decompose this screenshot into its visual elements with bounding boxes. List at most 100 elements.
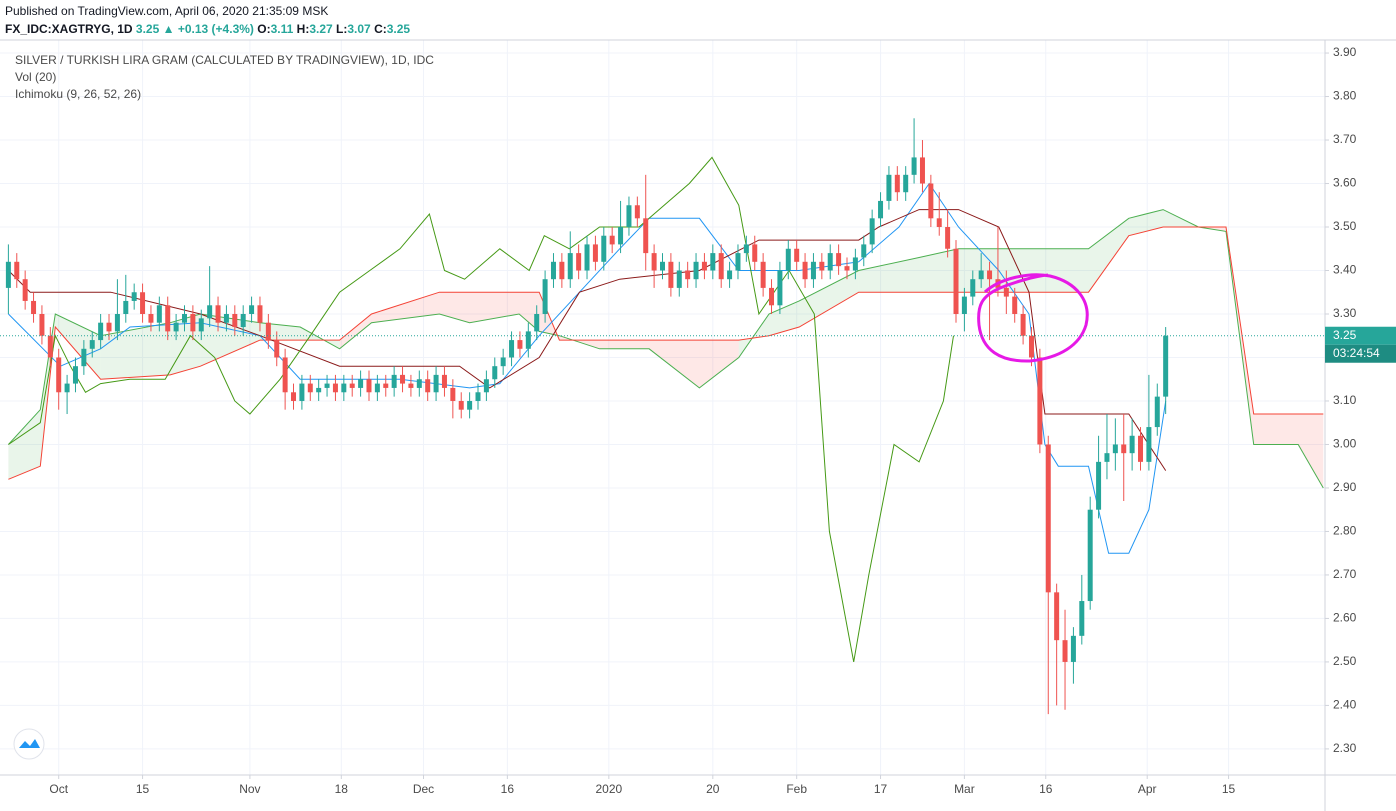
candle-body (928, 183, 934, 219)
candle-body (207, 305, 213, 319)
candle-body (936, 218, 942, 228)
candle-body (1112, 444, 1118, 454)
candle-body (31, 300, 37, 314)
candle-body (1146, 427, 1152, 462)
annotation-circle (977, 273, 1089, 363)
candle-body (601, 235, 607, 262)
y-tick-label: 2.50 (1333, 654, 1357, 668)
candle-body (643, 218, 649, 254)
candle-body (64, 383, 70, 393)
y-tick-label: 2.80 (1333, 524, 1357, 538)
legend-vol: Vol (20) (15, 70, 56, 84)
candle-body (173, 322, 179, 332)
candle-body (878, 200, 884, 219)
candle-body (39, 313, 45, 336)
cloud-segment (799, 270, 859, 328)
change: +0.13 (+4.3%) (178, 22, 254, 36)
candle-body (819, 261, 825, 271)
candle-body (517, 340, 523, 349)
h-label: H: (297, 22, 310, 36)
cloud-segment (599, 340, 650, 349)
x-tick-label: Mar (954, 782, 975, 796)
candle-body (265, 322, 271, 341)
candle-body (458, 400, 464, 410)
candle-body (903, 174, 909, 193)
candle-body (324, 383, 330, 388)
candle-body (542, 279, 548, 314)
candle-body (299, 383, 305, 401)
legend-main: SILVER / TURKISH LIRA GRAM (CALCULATED B… (15, 53, 434, 67)
candle-body (794, 248, 800, 262)
candle-body (844, 266, 850, 271)
candle-body (1070, 635, 1076, 662)
y-tick-label: 3.70 (1333, 132, 1357, 146)
candle-body (550, 261, 556, 280)
candle-body (634, 205, 640, 219)
high: 3.27 (309, 22, 333, 36)
candle-body (626, 205, 632, 228)
cloud-segment (1039, 248, 1089, 293)
candle-body (1104, 453, 1110, 462)
axes: 2.302.402.502.602.702.802.903.003.103.20… (0, 45, 1396, 796)
candle-body (710, 253, 716, 271)
x-tick-label: 15 (136, 782, 150, 796)
candle-body (1138, 435, 1144, 462)
candle-body (1121, 444, 1127, 454)
l-label: L: (336, 22, 347, 36)
cloud-segment (699, 340, 739, 388)
candle-body (131, 292, 137, 301)
candle-body (366, 379, 372, 393)
candle-body (374, 383, 380, 393)
candle-body (592, 244, 598, 262)
candle-body (433, 374, 439, 393)
candle-body (836, 253, 842, 267)
candle-body (660, 261, 665, 271)
tradingview-logo (13, 728, 45, 760)
cloud-segment (858, 257, 920, 293)
candle-body (232, 313, 238, 328)
candle-body (400, 374, 406, 384)
x-tick-label: Oct (49, 782, 68, 796)
candle-body (223, 313, 229, 323)
candle-body (441, 374, 447, 388)
x-tick-label: Dec (413, 782, 434, 796)
candle-body (307, 383, 313, 393)
y-tick-label: 2.40 (1333, 698, 1357, 712)
candle-body (483, 379, 489, 393)
y-tick-label: 3.90 (1333, 45, 1357, 59)
ichimoku-lines (8, 156, 1167, 662)
cloud-segment (1088, 218, 1129, 293)
candle-body (987, 270, 993, 280)
y-tick-label: 3.50 (1333, 219, 1357, 233)
candle-body (559, 261, 565, 280)
candle-body (810, 261, 816, 280)
candle-body (500, 357, 506, 367)
x-tick-label: 20 (706, 782, 720, 796)
candle-body (72, 366, 78, 384)
candle-body (198, 318, 204, 332)
candle-body (349, 383, 355, 388)
candle-body (408, 383, 414, 388)
candle-body (978, 270, 984, 280)
candle-body (760, 261, 766, 288)
candle-body (492, 366, 498, 380)
y-tick-label: 2.70 (1333, 567, 1357, 581)
x-tick-label: 15 (1222, 782, 1236, 796)
candle-body (450, 387, 456, 401)
candle-body (668, 261, 674, 288)
candle-body (894, 174, 900, 193)
y-tick-label: 2.90 (1333, 480, 1357, 494)
candle-body (525, 331, 531, 349)
candle-body (1163, 335, 1169, 397)
candle-body (945, 227, 951, 249)
candle-body (1012, 296, 1018, 314)
candle-body (886, 174, 892, 201)
candle-body (651, 253, 657, 271)
candle-body (358, 379, 364, 388)
x-tick-label: Nov (239, 782, 260, 796)
candle-body (1096, 461, 1102, 510)
cloud-segment (1298, 414, 1324, 488)
cloud-segment (371, 292, 440, 323)
y-tick-label: 3.10 (1333, 393, 1357, 407)
